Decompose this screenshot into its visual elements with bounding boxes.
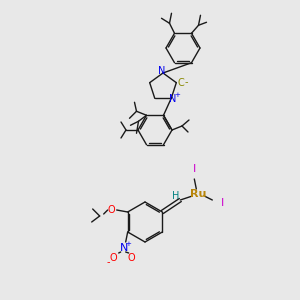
Text: N: N [169,94,176,104]
Text: +: + [126,241,132,247]
Text: +: + [174,92,180,98]
Text: -: - [184,77,188,87]
Text: N: N [158,66,166,76]
Text: C: C [178,78,185,88]
Text: O: O [128,253,136,263]
Text: Ru: Ru [190,189,206,199]
Text: -: - [107,257,110,267]
Text: I: I [221,198,224,208]
Text: I: I [193,164,196,174]
Text: O: O [108,205,116,215]
Text: O: O [110,253,118,263]
Text: N: N [119,243,128,253]
Text: H: H [172,191,179,201]
